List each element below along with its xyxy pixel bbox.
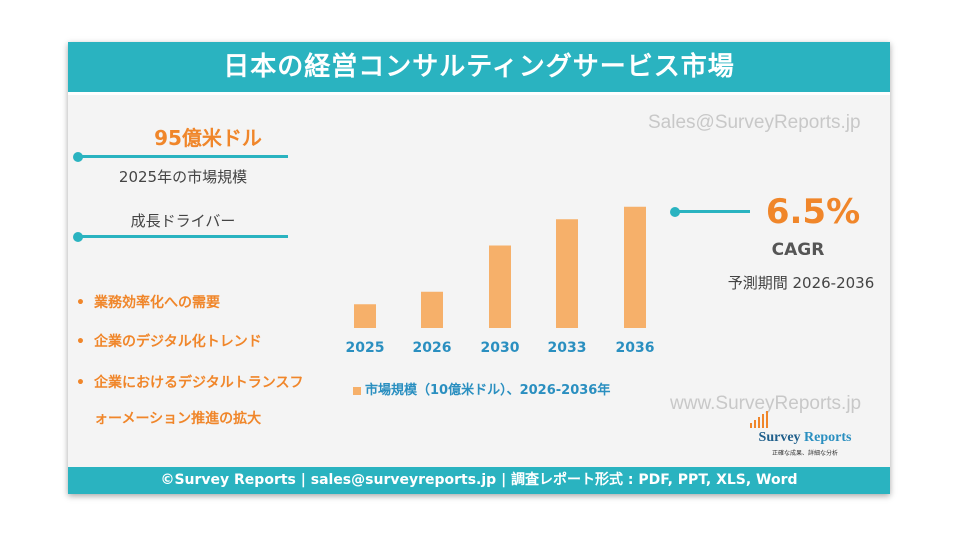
drivers-line <box>78 235 288 238</box>
title-divider <box>68 92 890 95</box>
chart-legend: 市場規模（10億米ドル）、2026-2036年 <box>353 379 610 398</box>
survey-reports-logo: Survey Reports 正確な成果、詳細な分析 <box>740 410 870 460</box>
driver-item-continued: ォーメーション推進の拡大 <box>94 411 262 427</box>
bar-2033 <box>556 219 578 328</box>
footer: ©Survey Reports | sales@surveyreports.jp… <box>68 467 890 494</box>
logo-text: Survey Reports <box>758 430 852 445</box>
drivers-heading: 成長ドライバー <box>130 212 236 230</box>
bar-2025 <box>354 304 376 328</box>
watermark-url: www.SurveyReports.jp <box>670 393 862 414</box>
legend-swatch <box>353 386 361 395</box>
x-tick-label: 2036 <box>615 340 655 356</box>
market-size-label: 2025年の市場規模 <box>118 168 248 186</box>
cagr-label: CAGR <box>771 240 825 260</box>
market-size-value: 95億米ドル <box>154 126 262 150</box>
driver-item: • 企業のデジタル化トレンド <box>76 334 262 350</box>
watermark-email: Sales@SurveyReports.jp <box>648 112 861 133</box>
x-tick-label: 2030 <box>480 340 520 356</box>
bar-2030 <box>489 245 511 328</box>
infographic-card: 日本の経営コンサルティングサービス市場 Sales@SurveyReports.… <box>68 42 890 494</box>
bar-2026 <box>421 291 443 328</box>
legend-label: 市場規模（10億米ドル）、2026-2036年 <box>365 383 611 398</box>
logo-tagline: 正確な成果、詳細な分析 <box>771 450 838 457</box>
market-line <box>78 155 288 158</box>
driver-item: • 業務効率化への需要 <box>76 295 220 311</box>
logo-bars-icon <box>750 411 768 428</box>
cagr-line <box>675 210 750 213</box>
bar-2036 <box>624 206 646 328</box>
x-tick-label: 2033 <box>547 340 587 356</box>
driver-item: • 企業におけるデジタルトランスフ <box>76 375 304 391</box>
forecast-period: 予測期間 2026-2036 <box>727 274 875 292</box>
x-tick-label: 2026 <box>412 340 452 356</box>
page-title: 日本の経営コンサルティングサービス市場 <box>68 42 890 92</box>
cagr-value: 6.5% <box>765 192 861 232</box>
x-tick-label: 2025 <box>345 340 385 356</box>
